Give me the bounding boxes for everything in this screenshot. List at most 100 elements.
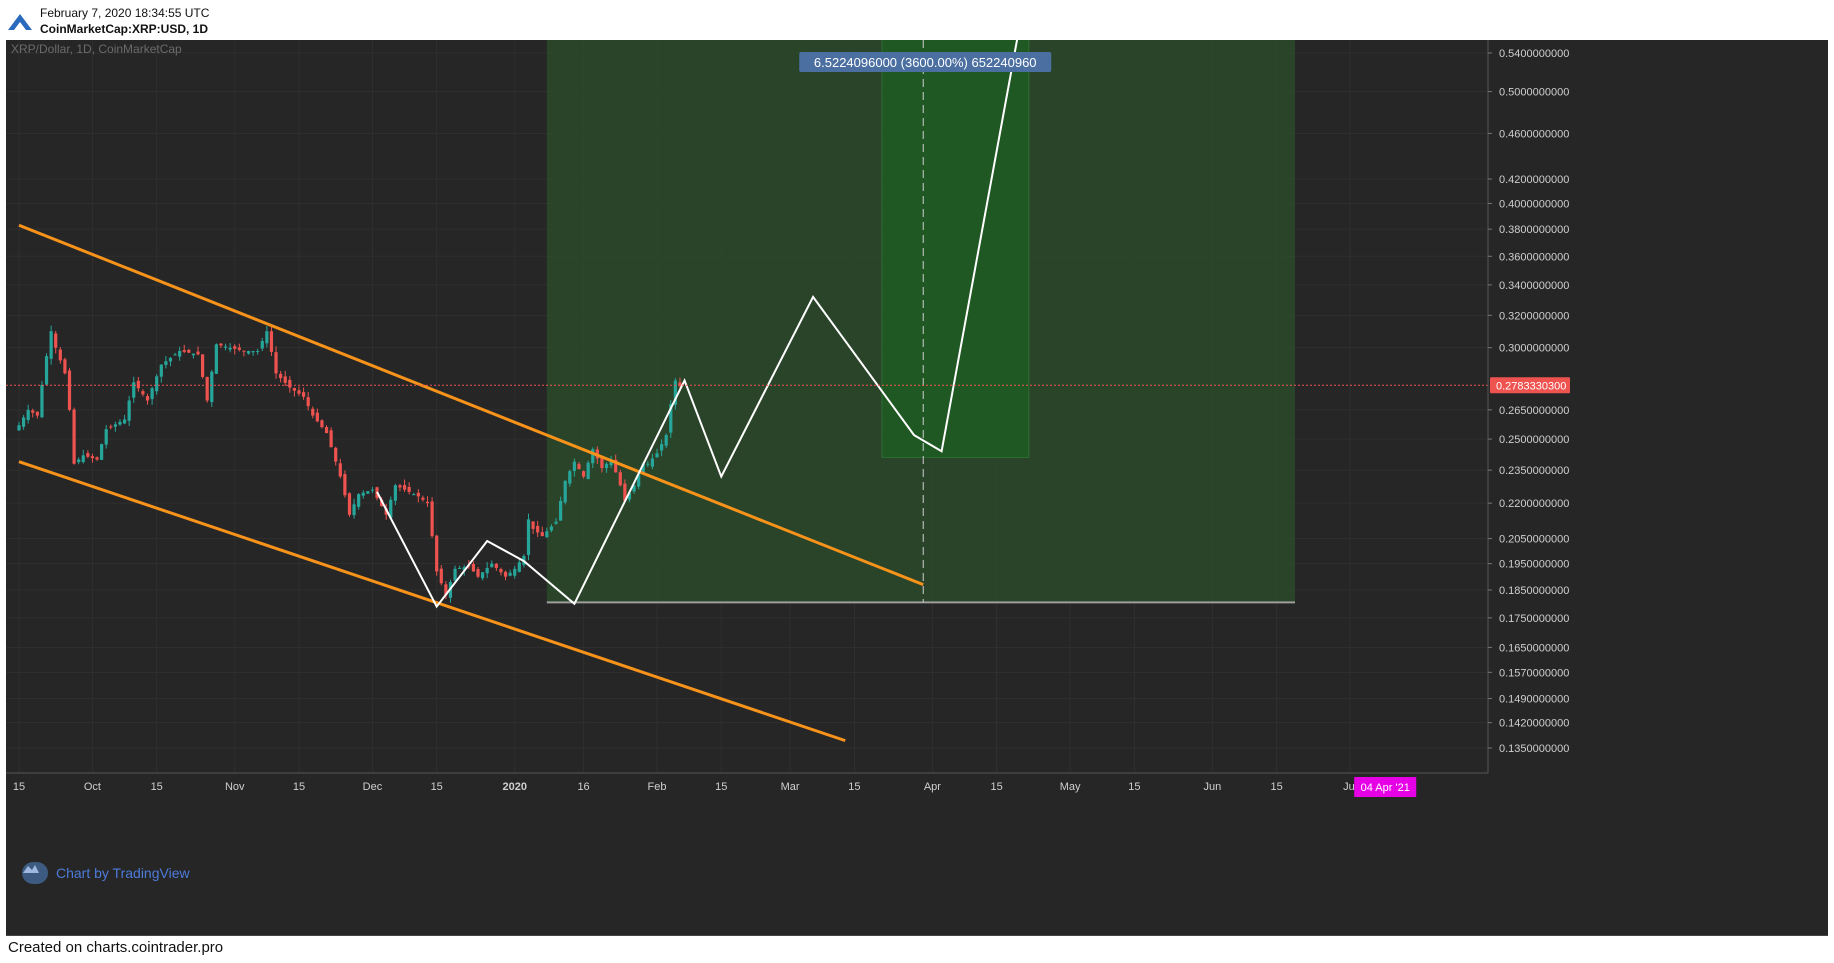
candle-body <box>251 351 255 353</box>
channel-trendline <box>18 460 846 743</box>
y-tick-label: 0.4600000000 <box>1499 128 1569 140</box>
candle-body <box>44 356 49 385</box>
candle-body <box>265 331 269 344</box>
price-chart[interactable]: 6.5224096000 (3600.00%) 652240960 0.1350… <box>6 40 1828 935</box>
candle-body <box>210 371 214 403</box>
projection-box-border <box>881 40 1030 458</box>
candle-body <box>614 459 618 473</box>
candle-body <box>187 349 191 353</box>
candle-body <box>334 447 338 462</box>
candle-body <box>499 569 503 573</box>
candle-body <box>81 455 85 463</box>
candle-body <box>402 485 407 490</box>
x-tick-label: Jun <box>1204 781 1222 793</box>
candle-body <box>444 584 448 596</box>
candle-body <box>178 351 182 357</box>
candle-body <box>540 532 544 537</box>
candle-body <box>246 351 251 354</box>
candle-body <box>517 562 521 572</box>
candle-body <box>150 388 154 400</box>
candle-body <box>503 571 508 577</box>
y-tick-label: 0.5400000000 <box>1499 48 1569 60</box>
x-tick-label: Nov <box>225 781 245 793</box>
y-tick-label: 0.1650000000 <box>1499 642 1569 654</box>
symbol-label: CoinMarketCap:XRP:USD, 1D <box>40 22 209 36</box>
y-tick-label: 0.5000000000 <box>1499 87 1569 99</box>
candle-body <box>338 463 342 477</box>
candle-body <box>660 444 664 451</box>
y-tick-label: 0.3200000000 <box>1499 310 1569 322</box>
candle-body <box>425 501 430 504</box>
x-tick-label: 15 <box>1128 781 1140 793</box>
tradingview-label: Chart by TradingView <box>56 865 190 881</box>
candle-body <box>581 471 586 477</box>
candle-body <box>637 474 641 487</box>
candle-body <box>600 457 604 468</box>
candles <box>17 325 682 603</box>
candle-body <box>435 535 439 572</box>
x-tick-label: 15 <box>715 781 727 793</box>
candle-body <box>604 463 609 469</box>
candle-body <box>559 500 563 521</box>
candle-body <box>389 499 393 518</box>
y-tick-label: 0.4200000000 <box>1499 174 1569 186</box>
candle-body <box>572 461 576 471</box>
candle-body <box>54 333 58 348</box>
candle-body <box>536 525 540 533</box>
x-tick-label: Oct <box>84 781 101 793</box>
candle-body <box>205 376 209 401</box>
candle-body <box>412 494 416 496</box>
chart-header: February 7, 2020 18:34:55 UTC CoinMarket… <box>0 0 1834 40</box>
y-tick-label: 0.3800000000 <box>1499 224 1569 236</box>
candle-body <box>168 357 173 362</box>
y-tick-label: 0.1950000000 <box>1499 559 1569 571</box>
candle-body <box>113 424 117 427</box>
chart-title: XRP/Dollar, 1D, CoinMarketCap <box>11 42 182 56</box>
drawings: 6.5224096000 (3600.00%) 652240960 <box>6 40 1488 743</box>
candle-body <box>132 382 136 398</box>
candle-body <box>40 384 44 418</box>
candle-body <box>462 567 466 571</box>
tradingview-badge[interactable]: Chart by TradingView <box>22 862 190 884</box>
candle-body <box>352 504 356 516</box>
candle-body <box>609 459 613 466</box>
y-tick-label: 0.3600000000 <box>1499 251 1569 263</box>
candle-body <box>260 341 264 349</box>
y-tick-label: 0.2050000000 <box>1499 534 1569 546</box>
candle-body <box>141 391 145 395</box>
cursor-date-label: 04 Apr '21 <box>1361 782 1410 794</box>
candle-body <box>508 572 512 576</box>
candle-body <box>196 351 200 355</box>
candle-body <box>315 412 319 422</box>
y-tick-label: 0.2200000000 <box>1499 498 1569 510</box>
candle-body <box>526 519 531 555</box>
candle-body <box>67 370 72 410</box>
chart-area[interactable]: 6.5224096000 (3600.00%) 652240960 0.1350… <box>6 40 1828 936</box>
x-tick-label: May <box>1060 781 1081 793</box>
candle-body <box>549 526 554 531</box>
y-tick-label: 0.3000000000 <box>1499 343 1569 355</box>
candle-body <box>329 430 333 448</box>
candle-body <box>159 364 163 377</box>
candle-body <box>269 331 274 352</box>
candle-body <box>21 417 26 427</box>
footer-credit: Created on charts.cointrader.pro <box>8 939 224 956</box>
candle-body <box>242 350 246 352</box>
candle-body <box>568 471 572 484</box>
projection-path <box>376 40 1019 609</box>
candle-body <box>122 419 127 424</box>
candle-body <box>127 400 131 421</box>
x-tick-label: Feb <box>648 781 667 793</box>
candle-body <box>155 376 159 392</box>
candle-body <box>109 426 113 428</box>
y-tick-label: 0.4000000000 <box>1499 198 1569 210</box>
y-tick-label: 0.3400000000 <box>1499 280 1569 292</box>
snapshot-datetime: February 7, 2020 18:34:55 UTC <box>40 6 210 20</box>
projection-box <box>881 40 1029 458</box>
candle-body <box>623 483 627 501</box>
candle-body <box>646 463 650 465</box>
candle-body <box>678 382 682 386</box>
candle-body <box>398 485 402 488</box>
axes: 0.1350000000 0.1420000000 0.1490000000 0.15… <box>6 40 1570 797</box>
candle-body <box>279 373 283 379</box>
